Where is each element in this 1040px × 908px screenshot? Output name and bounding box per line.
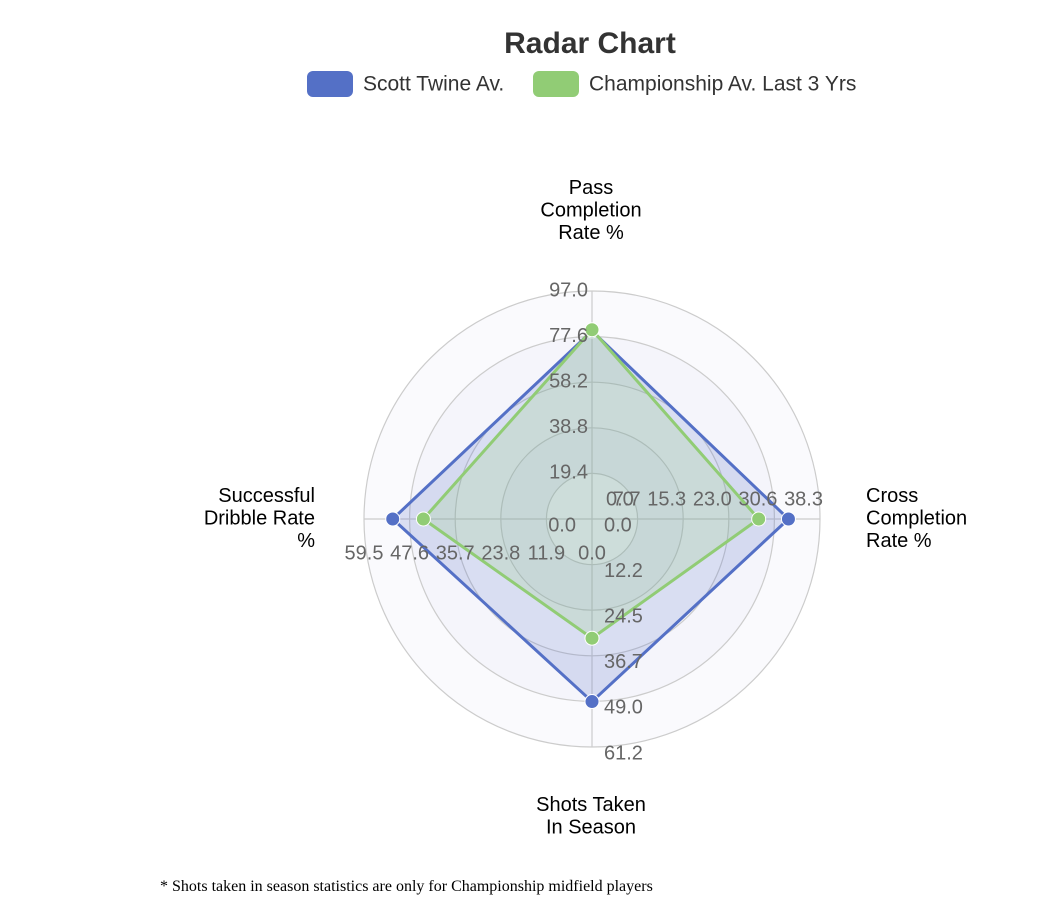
footnote: * Shots taken in season statistics are o…: [160, 878, 653, 895]
radar-grid: [363, 290, 821, 748]
legend-label: Championship Av. Last 3 Yrs: [589, 73, 856, 96]
legend-item[interactable]: Scott Twine Av.: [307, 71, 504, 97]
axis-name-line: Rate %: [866, 530, 932, 552]
tick-label: 19.4: [549, 462, 588, 484]
tick-label: 38.8: [549, 416, 588, 438]
axis-name-line: Completion: [540, 200, 641, 222]
legend-swatch: [533, 71, 579, 97]
axis-name-line: Cross: [866, 485, 918, 507]
tick-label: 0.0: [578, 542, 606, 564]
tick-label: 24.5: [604, 605, 643, 627]
axis-name-label: Cross Completion Rate %: [866, 485, 967, 552]
radar-series-layer: [385, 322, 796, 710]
tick-label: 23.0: [693, 488, 732, 510]
radar-tick-labels: 0.019.438.858.277.697.00.07.7 15.3 23.0 30.…: [345, 279, 823, 764]
tick-label: 47.6: [390, 542, 429, 564]
legend-item[interactable]: Championship Av. Last 3 Yrs: [533, 71, 856, 97]
tick-label: 30.6: [738, 488, 777, 510]
data-point[interactable]: [415, 511, 431, 527]
data-point[interactable]: [584, 322, 600, 338]
tick-label: 23.8: [481, 542, 520, 564]
data-point[interactable]: [751, 511, 767, 527]
axis-name-line: Successful: [218, 485, 315, 507]
data-point[interactable]: [584, 630, 600, 646]
tick-label: 12.2: [604, 560, 643, 582]
data-point[interactable]: [385, 511, 401, 527]
chart-legend[interactable]: Scott Twine Av. Championship Av. Last 3 Y…: [307, 71, 856, 97]
tick-label: 35.7: [436, 542, 475, 564]
axis-name-line: Rate %: [558, 222, 624, 244]
tick-label: 11.9: [528, 542, 565, 564]
tick-label: 0.0: [548, 514, 576, 536]
tick-label: 61.2: [604, 742, 643, 764]
axis-name-line: Dribble Rate: [204, 508, 315, 530]
tick-label: 36.7: [604, 651, 643, 673]
series-group: [415, 322, 767, 646]
tick-label: 7.7: [613, 488, 641, 510]
axis-name-line: Completion: [866, 508, 967, 530]
axis-name-label: Pass Completion Rate %: [540, 177, 641, 244]
radar-chart-svg: Radar Chart Scott Twine Av. Championship …: [204, 27, 967, 839]
axis-name-line: Shots Taken: [536, 794, 646, 816]
tick-label: 15.3: [647, 488, 686, 510]
tick-label: 97.0: [549, 279, 588, 301]
data-point[interactable]: [780, 511, 796, 527]
axis-name-line: Pass: [569, 177, 613, 199]
chart-title: Radar Chart: [504, 27, 676, 60]
axis-name-line: In Season: [546, 817, 636, 839]
axis-name-label: Shots Taken In Season: [536, 794, 646, 839]
tick-label: 49.0: [604, 697, 643, 719]
radar-axis-labels: Pass Completion Rate %Cross Completion Rate …: [204, 177, 967, 839]
tick-label: 38.3: [784, 488, 823, 510]
legend-swatch: [307, 71, 353, 97]
tick-label: 58.2: [549, 370, 588, 392]
tick-label: 59.5: [345, 542, 384, 564]
tick-label: 77.6: [549, 325, 588, 347]
axis-name-line: %: [297, 530, 315, 552]
data-point[interactable]: [584, 694, 600, 710]
tick-label: 0.0: [604, 514, 632, 536]
tick-label: 0.0: [606, 488, 634, 510]
legend-label: Scott Twine Av.: [363, 73, 504, 96]
axis-name-label: Successful Dribble Rate%: [204, 485, 315, 552]
